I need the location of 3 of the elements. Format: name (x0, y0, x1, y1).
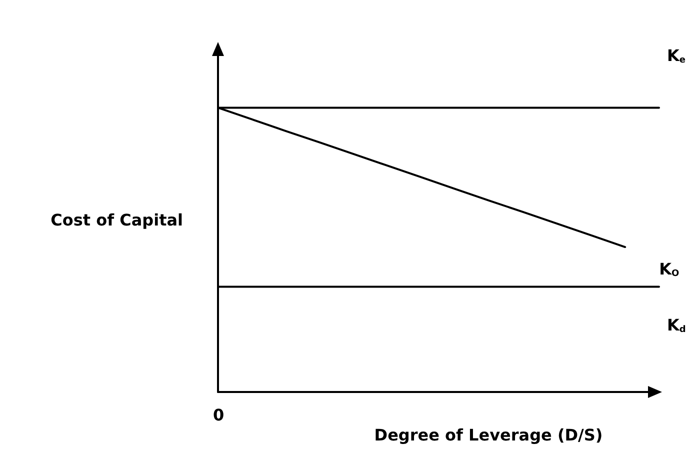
text: 0 (213, 406, 224, 424)
y-axis-title: Cost of Capital (50, 210, 183, 230)
x-axis-title: Degree of Leverage (D/S) (374, 426, 603, 444)
